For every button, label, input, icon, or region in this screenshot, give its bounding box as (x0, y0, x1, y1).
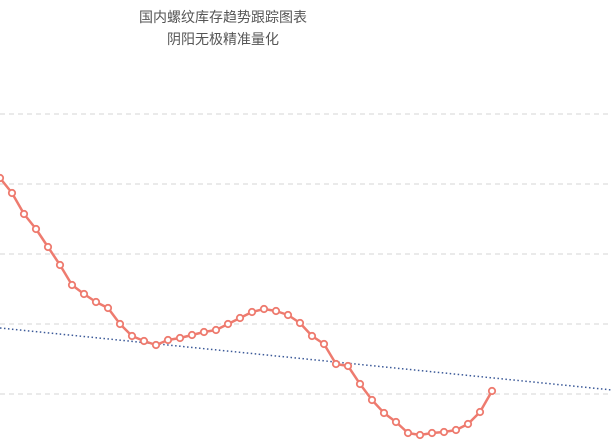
data-point (31, 224, 41, 234)
chart-subtitle: 阴阳无极精准量化 (167, 32, 279, 48)
data-point (271, 306, 281, 316)
data-point (427, 428, 437, 438)
data-point (331, 359, 341, 369)
data-point (319, 339, 329, 349)
data-point (295, 318, 305, 328)
data-point (367, 395, 377, 405)
data-point (355, 379, 365, 389)
data-point (199, 327, 209, 337)
data-point (187, 330, 197, 340)
data-point (403, 428, 413, 438)
data-point (43, 242, 53, 252)
data-point (55, 260, 65, 270)
chart-title: 国内螺纹库存趋势跟踪图表 (139, 10, 307, 26)
data-point (259, 304, 269, 314)
data-point (283, 310, 293, 320)
data-point (247, 307, 257, 317)
data-point (211, 325, 221, 335)
data-point (223, 319, 233, 329)
data-point (475, 407, 485, 417)
trend-line (0, 327, 612, 391)
data-point (115, 319, 125, 329)
data-point (139, 336, 149, 346)
data-point (19, 209, 29, 219)
data-point (7, 188, 17, 198)
data-point (163, 335, 173, 345)
data-point (451, 425, 461, 435)
data-point (151, 340, 161, 350)
data-point (343, 361, 353, 371)
data-point (391, 417, 401, 427)
data-point (235, 313, 245, 323)
data-point (463, 419, 473, 429)
data-point (0, 173, 5, 183)
data-point (67, 280, 77, 290)
data-point (127, 331, 137, 341)
data-point (175, 333, 185, 343)
data-point (91, 297, 101, 307)
series-line (0, 177, 494, 437)
data-point (79, 289, 89, 299)
data-point (103, 303, 113, 313)
data-point (379, 408, 389, 418)
data-point (307, 331, 317, 341)
data-point (415, 430, 425, 440)
data-point (439, 427, 449, 437)
data-point (487, 386, 497, 396)
